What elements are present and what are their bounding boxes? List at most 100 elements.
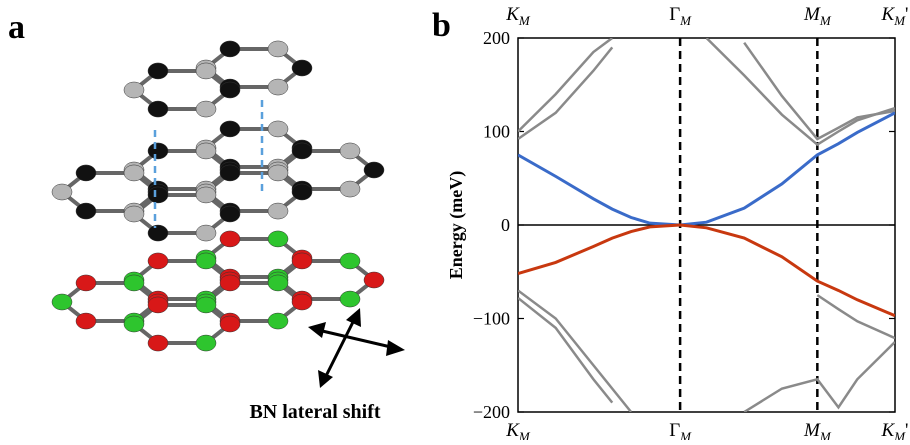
x-tick-label: MM <box>803 420 832 440</box>
shift-arrows <box>308 308 405 388</box>
atom <box>219 315 241 333</box>
label-main: K <box>505 4 520 25</box>
label-main: K <box>505 420 520 440</box>
atom <box>75 164 97 182</box>
atom <box>363 161 385 179</box>
band-line <box>518 289 633 412</box>
label-main: K <box>881 4 896 25</box>
caption: BN lateral shift <box>249 401 380 423</box>
atom <box>147 62 169 80</box>
y-tick-label: 200 <box>483 28 510 48</box>
y-tick-label: −100 <box>473 309 510 329</box>
x-tick-label: ΓM <box>669 4 692 28</box>
atom <box>75 274 97 292</box>
atom <box>339 290 361 308</box>
atom <box>195 296 217 314</box>
label-sub: M <box>518 429 531 440</box>
atom <box>219 120 241 138</box>
atom <box>195 62 217 80</box>
atom <box>291 293 313 311</box>
atom <box>123 164 145 182</box>
atom <box>219 164 241 182</box>
atom <box>75 202 97 220</box>
atom <box>123 274 145 292</box>
band-line <box>518 111 895 227</box>
atom <box>219 274 241 292</box>
band-line <box>518 223 895 318</box>
atom <box>147 334 169 352</box>
label-main: Γ <box>669 420 680 440</box>
atom <box>147 100 169 118</box>
atom <box>147 224 169 242</box>
atom <box>291 183 313 201</box>
x-tick-label: KM <box>505 420 531 440</box>
panel-label: b <box>432 7 451 44</box>
panel-label: a <box>8 9 25 46</box>
atom <box>219 230 241 248</box>
x-tick-label: MM <box>803 4 832 28</box>
atom <box>219 205 241 223</box>
atom <box>123 205 145 223</box>
atom <box>291 252 313 270</box>
label-sub: M <box>819 13 832 28</box>
atom <box>219 81 241 99</box>
atom <box>267 312 289 330</box>
y-tick-label: −200 <box>473 402 510 422</box>
atom <box>51 183 73 201</box>
atom <box>267 120 289 138</box>
band-line <box>816 294 895 340</box>
atom <box>219 40 241 58</box>
y-tick-label: 100 <box>483 122 510 142</box>
atom <box>339 142 361 160</box>
band-line <box>743 340 895 412</box>
atom <box>123 81 145 99</box>
atom <box>267 202 289 220</box>
atom <box>51 293 73 311</box>
label-sub: M <box>679 429 692 440</box>
bond <box>202 46 306 90</box>
atom <box>147 296 169 314</box>
atom <box>195 142 217 160</box>
band-line <box>518 46 614 141</box>
label-main: M <box>803 420 821 440</box>
atom <box>267 230 289 248</box>
atom <box>75 312 97 330</box>
label-sub: M <box>679 13 692 28</box>
atom <box>195 334 217 352</box>
band-line <box>518 38 613 133</box>
x-tick-label: KM <box>505 4 531 28</box>
label-sub: M <box>518 13 531 28</box>
label-main: M <box>803 4 821 25</box>
bond <box>202 170 306 214</box>
atom <box>267 40 289 58</box>
label-sub: M <box>893 13 906 28</box>
bond <box>202 280 306 324</box>
x-tick-label: KM' <box>881 420 909 440</box>
y-tick-label: 0 <box>501 215 510 235</box>
atom <box>147 142 169 160</box>
label-main: K <box>881 420 896 440</box>
label-suffix: ' <box>905 4 908 25</box>
x-tick-label: ΓM <box>669 420 692 440</box>
band-line <box>705 38 895 147</box>
atom <box>195 100 217 118</box>
atom <box>267 78 289 96</box>
band-line <box>743 41 895 141</box>
atom <box>195 224 217 242</box>
atom <box>123 315 145 333</box>
y-axis-label: Energy (meV) <box>446 171 467 279</box>
label-sub: M <box>819 429 832 440</box>
atom <box>147 186 169 204</box>
label-main: Γ <box>669 4 680 25</box>
label-suffix: ' <box>905 420 908 440</box>
lattice-diagram <box>51 40 385 352</box>
atom <box>291 59 313 77</box>
atom <box>147 252 169 270</box>
band-line <box>518 296 614 404</box>
atom <box>195 186 217 204</box>
x-tick-label: KM' <box>881 4 909 28</box>
atom <box>267 164 289 182</box>
atom <box>363 271 385 289</box>
atom <box>291 142 313 160</box>
